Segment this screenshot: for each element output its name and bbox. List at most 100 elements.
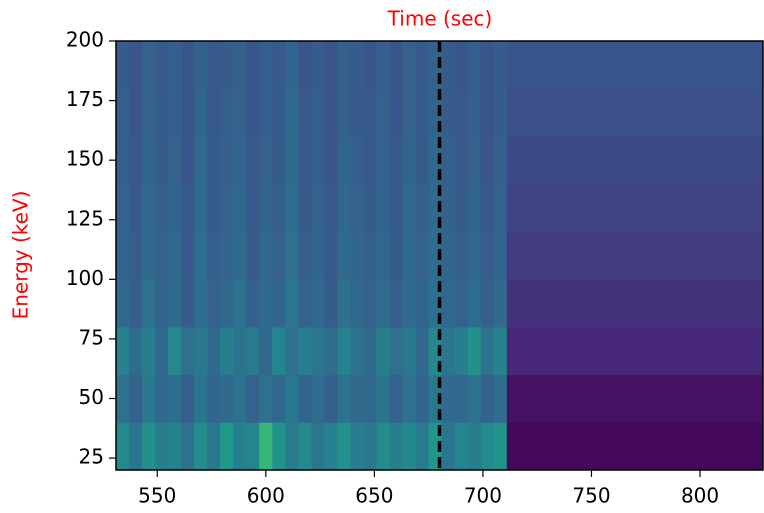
- heatmap-cell: [454, 422, 469, 471]
- heatmap-cell: [285, 231, 299, 280]
- heatmap-cell: [506, 88, 764, 137]
- heatmap-cell: [155, 41, 169, 90]
- heatmap-cell: [116, 279, 130, 328]
- heatmap-cell: [337, 374, 351, 423]
- heatmap-cell: [116, 422, 130, 471]
- heatmap-cell: [142, 374, 156, 423]
- heatmap-cell: [272, 41, 286, 90]
- heatmap-cell: [168, 136, 182, 185]
- heatmap-cell: [207, 136, 221, 185]
- heatmap-cell: [116, 231, 130, 280]
- heatmap-cell: [454, 327, 469, 376]
- heatmap-cell: [350, 136, 364, 185]
- heatmap-cell: [480, 184, 495, 233]
- heatmap-cell: [155, 136, 169, 185]
- heatmap-cell: [194, 41, 208, 90]
- heatmap-cell: [350, 279, 364, 328]
- heatmap-cell: [493, 88, 508, 137]
- heatmap-cell: [467, 136, 482, 185]
- heatmap-cell: [168, 88, 182, 137]
- heatmap-cell: [129, 231, 143, 280]
- heatmap-cell: [350, 374, 364, 423]
- heatmap-cell: [168, 327, 182, 376]
- heatmap-cell: [220, 327, 234, 376]
- heatmap-cell: [272, 231, 286, 280]
- heatmap-cell: [467, 279, 482, 328]
- y-tick-label: 100: [66, 266, 104, 290]
- y-tick-label: 150: [66, 147, 104, 171]
- heatmap-cell: [311, 374, 325, 423]
- heatmap-cell: [246, 279, 260, 328]
- heatmap-cell: [155, 184, 169, 233]
- heatmap-cell: [467, 327, 482, 376]
- heatmap-cell: [506, 422, 764, 471]
- heatmap-cell: [272, 422, 286, 471]
- heatmap-cell: [493, 422, 508, 471]
- y-tick-label: 75: [79, 325, 104, 349]
- heatmap-cell: [415, 374, 430, 423]
- heatmap-cell: [454, 136, 469, 185]
- heatmap-cell: [467, 422, 482, 471]
- heatmap-cell: [168, 184, 182, 233]
- heatmap-cell: [233, 136, 247, 185]
- heatmap-cell: [480, 422, 495, 471]
- heatmap-cell: [285, 136, 299, 185]
- y-tick-label: 125: [66, 206, 104, 230]
- heatmap-cell: [272, 327, 286, 376]
- heatmap-cell: [298, 231, 312, 280]
- heatmap-cell: [246, 41, 260, 90]
- heatmap-cell: [337, 88, 351, 137]
- heatmap-cell: [506, 41, 764, 90]
- heatmap-cell: [168, 374, 182, 423]
- heatmap-cell: [194, 136, 208, 185]
- heatmap-cell: [415, 88, 430, 137]
- heatmap-cell: [259, 184, 273, 233]
- heatmap-cell: [506, 327, 764, 376]
- heatmap-cell: [441, 422, 456, 471]
- heatmap-cell: [350, 184, 364, 233]
- heatmap-cell: [324, 422, 338, 471]
- heatmap-cell: [311, 279, 325, 328]
- heatmap-cell: [454, 41, 469, 90]
- x-tick-label: 600: [247, 484, 285, 508]
- heatmap-cell: [311, 88, 325, 137]
- y-tick-label: 175: [66, 87, 104, 111]
- heatmap-cell: [246, 422, 260, 471]
- heatmap-cell: [207, 88, 221, 137]
- heatmap-cell: [129, 422, 143, 471]
- heatmap-cell: [337, 279, 351, 328]
- heatmap-cell: [363, 374, 377, 423]
- heatmap-cell: [467, 184, 482, 233]
- heatmap-cell: [415, 136, 430, 185]
- heatmap-cell: [402, 184, 417, 233]
- heatmap-cell: [376, 88, 390, 137]
- x-tick-label: 750: [572, 484, 610, 508]
- heatmap-cell: [233, 327, 247, 376]
- heatmap-cell: [142, 279, 156, 328]
- heatmap-cell: [415, 422, 430, 471]
- heatmap-cell: [480, 374, 495, 423]
- heatmap-cell: [207, 422, 221, 471]
- heatmap-cell: [181, 184, 195, 233]
- heatmap-cell: [402, 41, 417, 90]
- heatmap-cell: [493, 41, 508, 90]
- heatmap-cell: [376, 422, 390, 471]
- heatmap-cell: [155, 327, 169, 376]
- heatmap-cell: [129, 374, 143, 423]
- heatmap-cell: [220, 88, 234, 137]
- heatmap-cell: [376, 231, 390, 280]
- y-tick-label: 25: [79, 445, 104, 469]
- heatmap-cell: [272, 184, 286, 233]
- heatmap-cell: [207, 231, 221, 280]
- heatmap-cell: [467, 88, 482, 137]
- heatmap-cell: [298, 279, 312, 328]
- heatmap-cell: [441, 231, 456, 280]
- heatmap-cell: [363, 41, 377, 90]
- heatmap-cell: [389, 41, 403, 90]
- heatmap-cell: [441, 88, 456, 137]
- heatmap-cell: [207, 279, 221, 328]
- heatmap-cell: [324, 279, 338, 328]
- heatmap-cell: [155, 88, 169, 137]
- heatmap-cell: [337, 422, 351, 471]
- heatmap-cell: [402, 88, 417, 137]
